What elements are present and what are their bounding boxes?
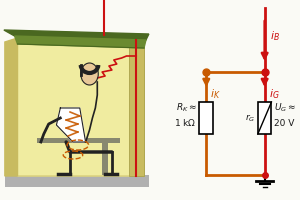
Text: 20 V: 20 V — [274, 118, 295, 128]
Text: $i_B$: $i_B$ — [269, 29, 279, 43]
Polygon shape — [17, 38, 144, 176]
Bar — [37, 138, 120, 143]
Bar — [200, 102, 213, 134]
Bar — [258, 102, 272, 134]
Text: $i_G$: $i_G$ — [268, 87, 279, 101]
Text: $R_K \approx$: $R_K \approx$ — [176, 102, 197, 114]
Bar — [102, 143, 108, 175]
Polygon shape — [5, 38, 17, 176]
Polygon shape — [56, 108, 86, 142]
Text: $U_G \approx$: $U_G \approx$ — [274, 102, 296, 114]
Ellipse shape — [81, 63, 98, 85]
Text: $r_G$: $r_G$ — [244, 112, 255, 124]
Polygon shape — [4, 30, 149, 40]
Bar — [129, 42, 144, 176]
Bar — [5, 175, 149, 187]
Text: 1 k$\Omega$: 1 k$\Omega$ — [174, 117, 196, 129]
Text: $i_K$: $i_K$ — [210, 87, 221, 101]
Polygon shape — [15, 36, 146, 48]
